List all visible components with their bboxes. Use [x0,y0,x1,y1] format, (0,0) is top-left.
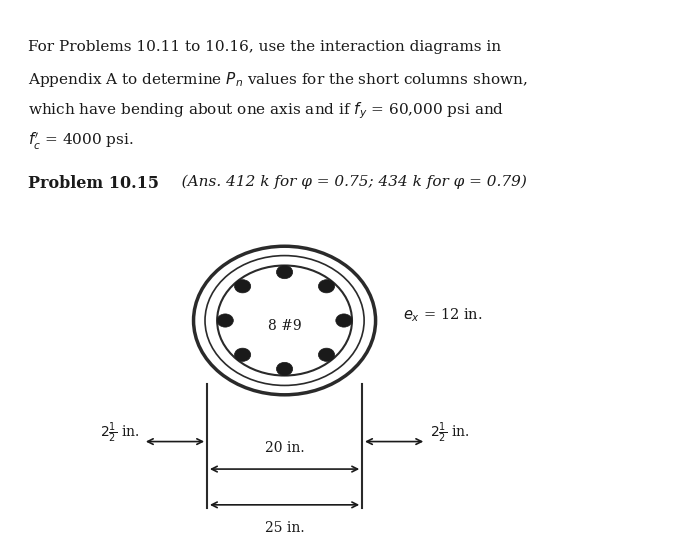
Text: (Ans. 412 k for φ = 0.75; 434 k for φ = 0.79): (Ans. 412 k for φ = 0.75; 434 k for φ = … [167,175,527,189]
Text: 20 in.: 20 in. [265,441,305,455]
Text: $2\frac{1}{2}$ in.: $2\frac{1}{2}$ in. [100,421,139,446]
Circle shape [234,280,250,293]
Text: 8 #9: 8 #9 [267,319,301,333]
Circle shape [276,265,292,279]
Circle shape [318,280,334,293]
Text: $e_x$ = 12 in.: $e_x$ = 12 in. [403,306,482,324]
Text: 25 in.: 25 in. [265,521,305,535]
Text: $f^{\prime}_c$ = 4000 psi.: $f^{\prime}_c$ = 4000 psi. [28,131,134,152]
Text: Problem 10.15: Problem 10.15 [28,175,159,192]
Text: which have bending about one axis and if $f_y$ = 60,000 psi and: which have bending about one axis and if… [28,101,504,121]
Circle shape [276,362,292,375]
Circle shape [234,348,250,361]
Circle shape [318,348,334,361]
Text: $2\frac{1}{2}$ in.: $2\frac{1}{2}$ in. [429,421,469,446]
Text: For Problems 10.11 to 10.16, use the interaction diagrams in: For Problems 10.11 to 10.16, use the int… [28,40,502,54]
Circle shape [336,314,352,327]
Text: Appendix A to determine $P_n$ values for the short columns shown,: Appendix A to determine $P_n$ values for… [28,70,528,89]
Circle shape [217,314,234,327]
